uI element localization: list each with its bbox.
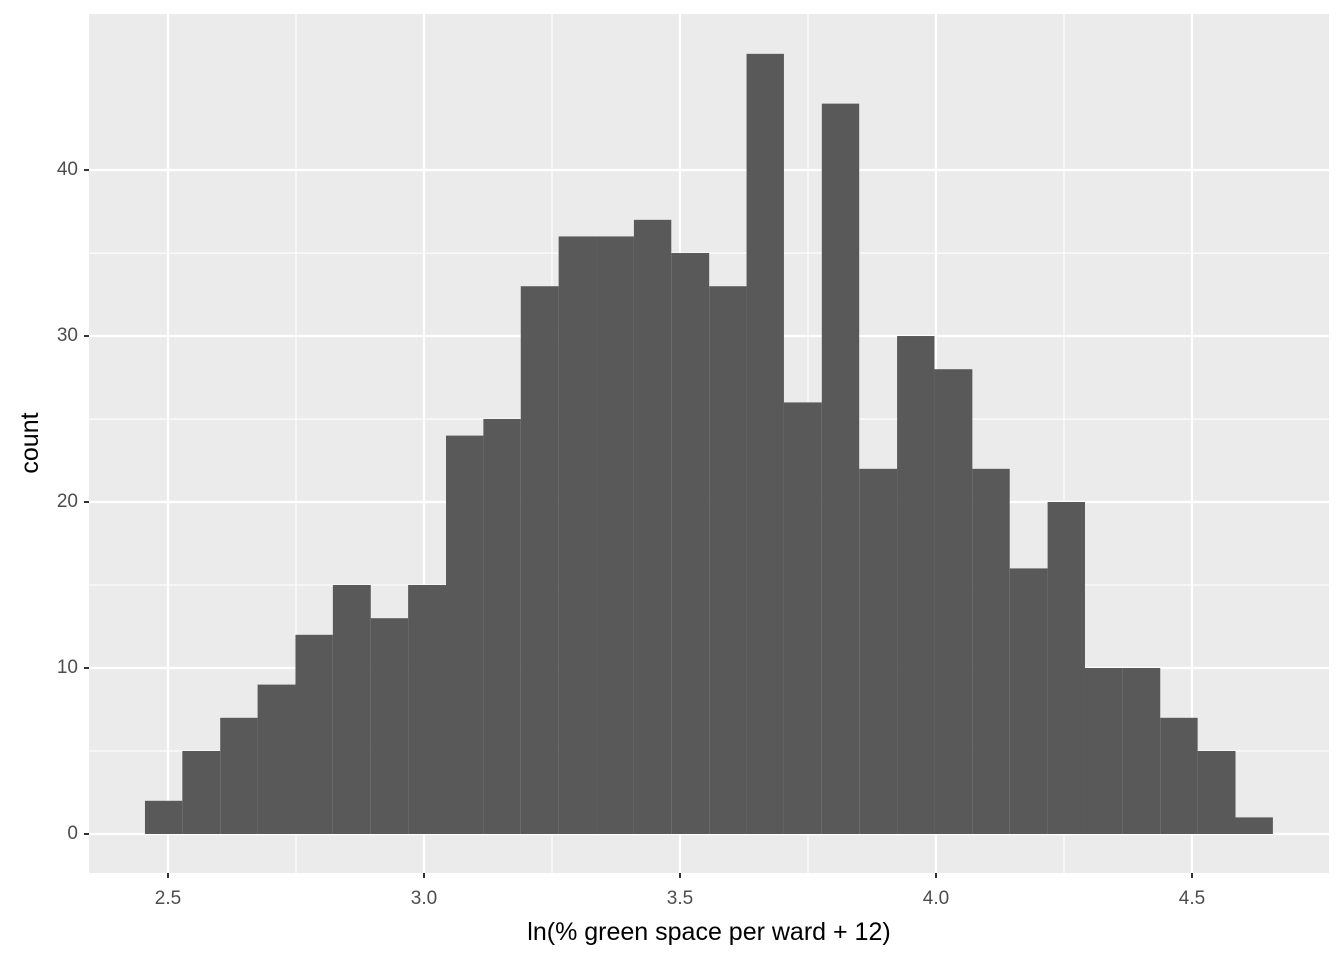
bar (446, 435, 484, 834)
y-tick-label: 30 (57, 325, 78, 346)
bar (821, 103, 860, 834)
bar (596, 236, 634, 834)
x-tick-label: 4.5 (1179, 888, 1205, 909)
y-tick-label: 10 (57, 657, 78, 678)
bar (897, 336, 935, 834)
bar (859, 468, 898, 834)
x-tick-label: 4.0 (923, 888, 949, 909)
y-axis-title: count (16, 412, 44, 473)
bar (182, 750, 221, 834)
y-tick-label: 0 (67, 823, 78, 844)
bar (783, 402, 822, 834)
bar (408, 585, 447, 834)
x-tick-label: 2.5 (155, 888, 181, 909)
bar (558, 236, 597, 834)
bar (709, 286, 747, 834)
y-tick-label: 20 (57, 491, 78, 512)
bar (1160, 717, 1198, 834)
bar (972, 468, 1010, 834)
bar (257, 684, 296, 834)
bar (934, 369, 973, 834)
x-tick-label: 3.5 (667, 888, 693, 909)
bar (671, 253, 710, 834)
axes: 0 10 20 30 40 2.5 3.0 3.5 4.0 4.5 (57, 159, 1205, 909)
y-tick-label: 40 (57, 159, 78, 180)
x-tick-label: 3.0 (411, 888, 437, 909)
bar (520, 286, 559, 834)
x-axis-title: ln(% green space per ward + 12) (527, 918, 890, 946)
bar (483, 419, 521, 834)
bar (1084, 668, 1123, 834)
bar (220, 717, 258, 834)
bar (1122, 668, 1161, 834)
bar (370, 618, 409, 834)
bar (1197, 750, 1236, 834)
bar (332, 585, 371, 834)
bar (746, 53, 784, 834)
bar (1009, 568, 1048, 834)
bar (295, 634, 333, 834)
bar (1047, 502, 1085, 834)
bar (1235, 817, 1273, 834)
bar (144, 800, 183, 834)
bar (633, 219, 672, 834)
bars (144, 53, 1273, 834)
